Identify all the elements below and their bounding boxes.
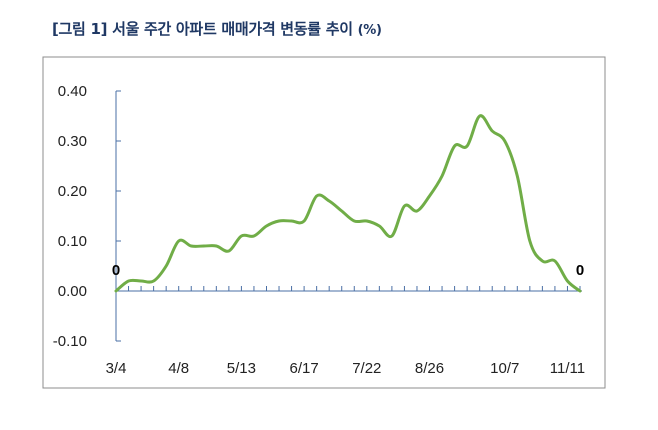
data-point xyxy=(478,115,481,118)
x-tick-label: 3/4 xyxy=(106,360,127,377)
chart-title-unit: (%) xyxy=(357,23,382,38)
x-tick-label: 11/11 xyxy=(550,360,585,377)
data-point xyxy=(503,140,506,143)
data-point xyxy=(566,280,569,283)
data-point xyxy=(252,235,255,238)
data-point xyxy=(227,250,230,253)
y-tick-label: 0.00 xyxy=(58,283,87,300)
data-label: 0 xyxy=(576,262,584,279)
series-line xyxy=(114,114,582,293)
data-point xyxy=(403,205,406,208)
data-point xyxy=(152,280,155,283)
x-tick-label: 10/7 xyxy=(490,360,519,377)
data-point xyxy=(127,280,130,283)
data-point xyxy=(215,245,218,248)
data-point xyxy=(365,220,368,223)
chart-frame xyxy=(42,56,606,389)
data-point xyxy=(553,260,556,263)
x-tick-label: 5/13 xyxy=(227,360,256,377)
y-tick-label: 0.10 xyxy=(58,233,87,250)
data-point xyxy=(340,210,343,213)
data-point xyxy=(516,175,519,178)
x-tick-label: 6/17 xyxy=(290,360,319,377)
chart-series xyxy=(114,114,582,293)
data-point xyxy=(265,225,268,228)
data-point xyxy=(140,280,143,283)
data-point xyxy=(115,290,118,293)
data-point xyxy=(466,145,469,148)
chart-labels: 0.40 0.30 0.20 0.10 0.00 -0.10 3/4 4/8 5/13 6/17 7… xyxy=(53,83,585,377)
data-point xyxy=(541,260,544,263)
data-point xyxy=(415,210,418,213)
data-point xyxy=(378,225,381,228)
x-tick-label: 4/8 xyxy=(168,360,189,377)
data-point xyxy=(353,220,356,223)
data-point xyxy=(491,130,494,133)
data-point xyxy=(453,145,456,148)
data-point xyxy=(390,235,393,238)
chart-title: [그림 1] 서울 주간 아파트 매매가격 변동률 추이 (%) xyxy=(52,18,382,39)
data-point xyxy=(165,265,168,268)
data-point xyxy=(290,220,293,223)
data-point xyxy=(177,240,180,243)
x-tick-label: 8/26 xyxy=(415,360,444,377)
data-point xyxy=(278,220,281,223)
data-point xyxy=(303,220,306,223)
chart-ticks xyxy=(115,90,581,342)
data-point xyxy=(240,235,243,238)
y-tick-label: 0.20 xyxy=(58,183,87,200)
data-point xyxy=(202,245,205,248)
data-point xyxy=(190,245,193,248)
data-point xyxy=(428,195,431,198)
data-point xyxy=(528,240,531,243)
data-point xyxy=(315,195,318,198)
y-tick-label: -0.10 xyxy=(53,333,87,350)
y-tick-label: 0.40 xyxy=(58,83,87,100)
chart-title-text: [그림 1] 서울 주간 아파트 매매가격 변동률 추이 xyxy=(52,20,353,38)
x-tick-label: 7/22 xyxy=(352,360,381,377)
data-label: 0 xyxy=(112,262,120,279)
y-tick-label: 0.30 xyxy=(58,133,87,150)
data-point xyxy=(441,175,444,178)
data-point xyxy=(579,290,582,293)
data-point xyxy=(328,200,331,203)
